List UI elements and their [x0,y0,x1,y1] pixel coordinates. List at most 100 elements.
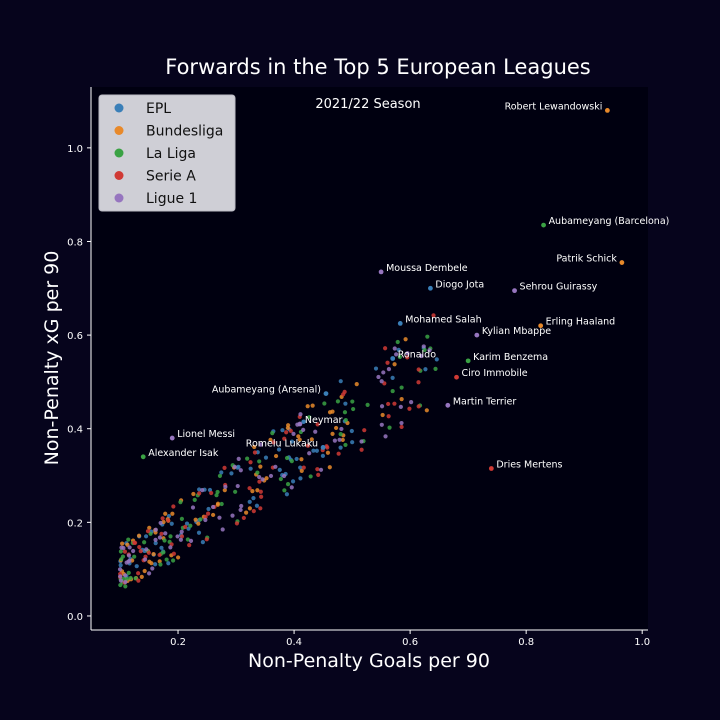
point-label: Romelu Lukaku [246,438,318,449]
data-point [252,450,258,455]
data-point [342,389,347,394]
data-point [215,489,220,495]
data-point [340,437,345,443]
data-point [151,552,156,557]
data-point [250,489,255,494]
y-ticks: 0.0 0.2 0.4 0.6 0.8 1.0 [67,144,91,623]
legend-entry: Ligue 1 [146,191,197,207]
data-point [198,517,203,522]
data-point [386,414,391,419]
data-point [204,537,209,542]
data-point [392,346,397,351]
data-point [290,479,296,484]
data-point [257,459,262,464]
data-point [196,530,202,535]
point-label: Robert Lewandowski [505,101,603,112]
data-point [222,488,227,493]
data-point [270,430,275,436]
data-point [289,459,294,464]
data-point [268,437,273,442]
data-point [171,558,176,563]
data-point [399,385,404,390]
data-point [288,428,293,433]
data-point [118,563,123,568]
point-label: Moussa Dembele [386,263,468,274]
data-point [322,401,327,406]
point-label: Dries Mertens [496,460,562,471]
data-point [327,465,332,470]
point-label: Alexander Isak [148,448,219,459]
data-point [132,540,138,545]
data-point [187,542,192,548]
data-point [160,516,165,521]
data-point [379,422,384,427]
data-point [396,347,401,352]
data-point [273,464,278,469]
data-point [164,557,169,562]
data-point [338,445,343,450]
data-point [307,451,312,456]
data-point [171,504,176,509]
data-point [120,554,126,559]
data-point [197,487,202,492]
data-point [157,552,162,558]
data-point [163,511,168,516]
chart-title: Forwards in the Top 5 European Leagues [165,55,591,79]
data-point [299,457,304,462]
data-point [118,578,124,583]
data-point [245,456,250,461]
data-point [311,448,316,453]
data-point [431,313,436,318]
data-point [197,491,202,496]
data-point [416,367,421,372]
legend-entry: EPL [146,101,171,117]
point-label: Lionel Messi [177,429,235,440]
data-point [359,439,364,444]
data-point [190,505,196,510]
data-point [305,404,310,409]
data-point [284,430,289,435]
data-point [383,346,388,351]
data-point [349,428,354,434]
data-point [298,476,303,481]
data-point [397,354,402,360]
labeled-point [428,285,433,291]
labeled-point [445,402,451,408]
data-point [179,529,184,534]
labeled-point [619,260,625,265]
data-point [334,425,339,431]
data-point [325,445,330,450]
data-point [301,465,306,470]
data-point [142,568,147,574]
y-tick-label: 0.6 [67,331,83,342]
data-point [196,521,201,526]
data-point [252,444,257,450]
point-label: Karim Benzema [473,352,548,363]
data-point [268,473,274,479]
data-point [229,471,234,476]
data-point [219,501,224,507]
data-point [359,447,364,452]
data-point [136,533,142,538]
data-point [233,489,238,494]
x-tick-label: 0.6 [402,637,418,648]
data-point [299,468,304,474]
labeled-point [512,288,517,294]
x-tick-label: 1.0 [634,637,650,648]
data-point [315,422,320,427]
data-point [118,574,123,579]
legend-marker [114,103,124,113]
data-point [150,566,155,571]
point-label: Sehrou Guirassy [520,282,598,293]
data-point [255,470,260,475]
data-point [183,524,188,529]
labeled-points-layer [140,108,625,471]
data-point [210,504,216,510]
data-point [132,554,137,559]
legend-marker [114,171,124,180]
point-labels-layer: Robert Lewandowski Aubameyang (Barcelona)… [148,101,669,470]
data-point [427,348,432,353]
data-point [144,547,149,552]
x-tick-label: 0.2 [170,637,186,648]
data-point [332,438,337,443]
